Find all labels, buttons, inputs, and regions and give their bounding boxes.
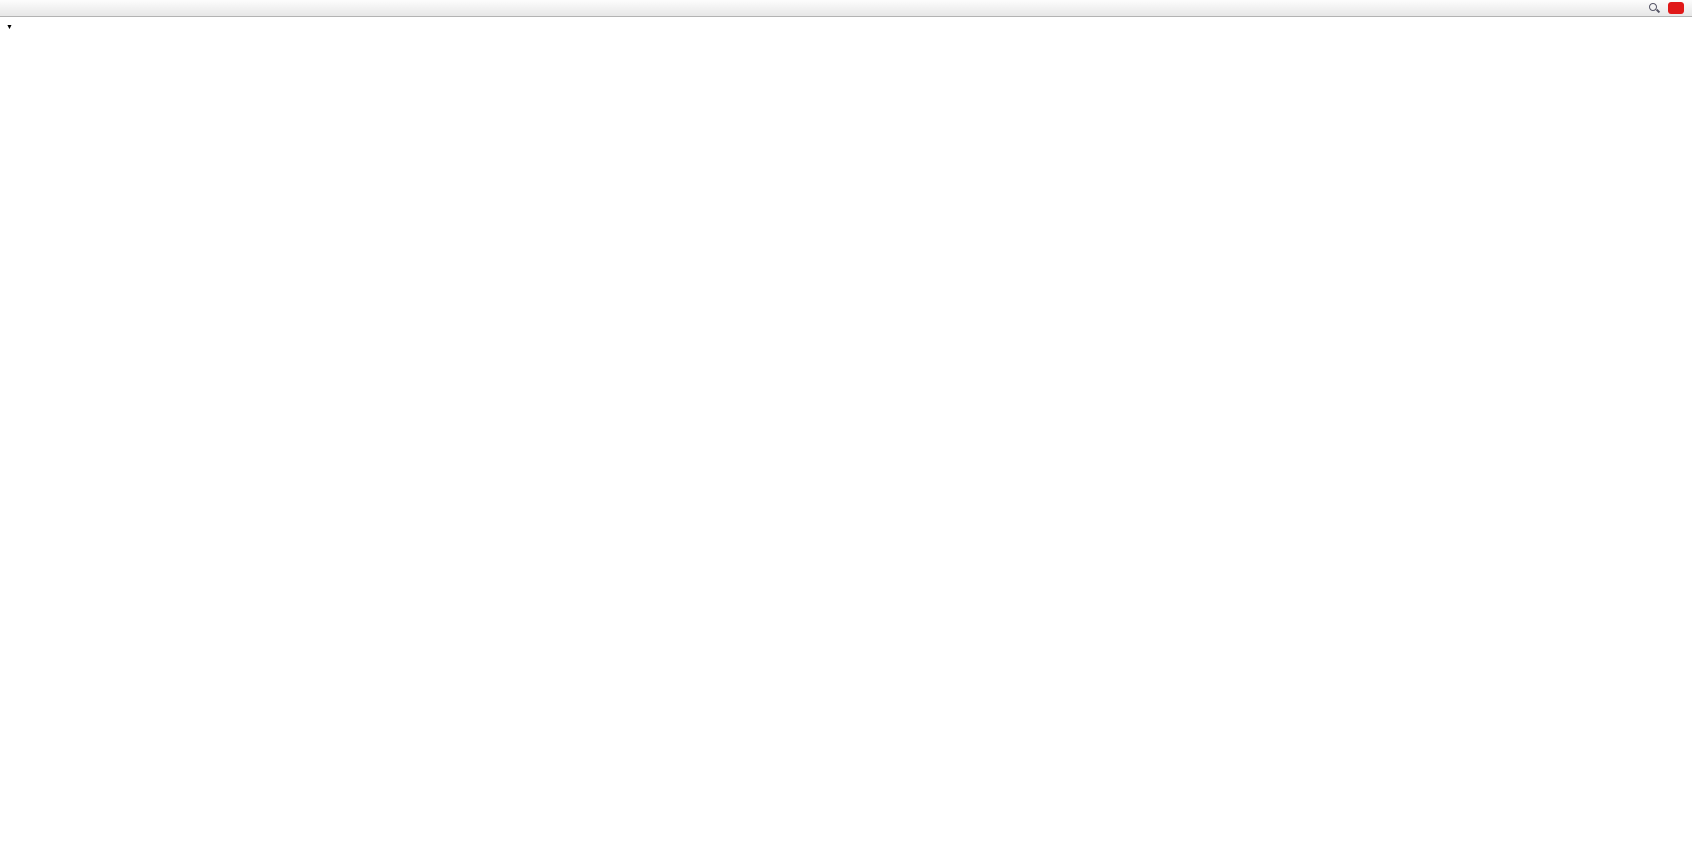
notification-badge[interactable] [1668,2,1684,14]
chart-ohlc-title: ▼ [6,21,36,31]
time-axis[interactable] [0,766,1522,786]
rsi-indicator-label [5,674,15,684]
macd-indicator-label [5,572,20,582]
toolbar-right-group [1648,2,1692,14]
price-axis[interactable] [1522,17,1692,767]
main-toolbar [0,0,1692,17]
expand-triangle-icon[interactable]: ▼ [6,24,13,31]
search-icon[interactable] [1648,2,1660,14]
